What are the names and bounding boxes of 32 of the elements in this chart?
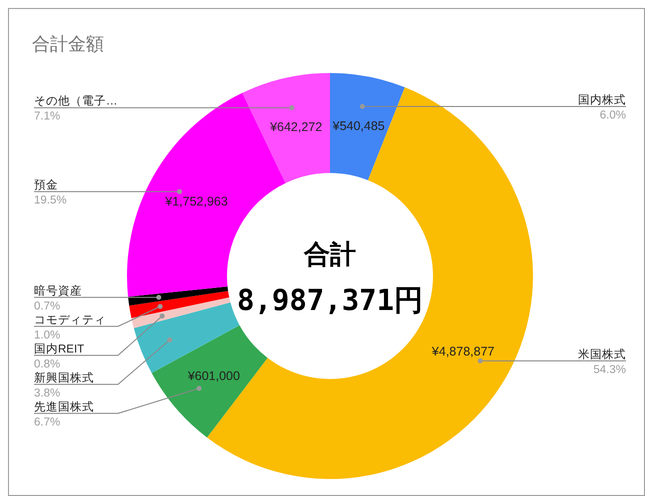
data-label: 6.7%: [34, 416, 60, 428]
data-label: 6.0%: [600, 110, 626, 122]
donut-slice: [330, 73, 405, 180]
slice-label: 暗号資産: [34, 283, 82, 298]
text: ¥601,000: [188, 369, 240, 384]
text: ¥540,485: [332, 119, 385, 134]
donut-slice: [152, 325, 268, 438]
slice-label: 米国株式: [578, 348, 626, 361]
donut-slice: [128, 286, 228, 306]
text: ¥4,878,877: [432, 344, 494, 359]
donut-slice: [129, 291, 230, 318]
slice-label: 新興国株式: [34, 370, 94, 384]
slice-label: 預金: [34, 178, 58, 192]
chart-title: 合計金額: [32, 34, 104, 54]
donut-slice: [242, 73, 330, 184]
slice-label: コモディティ: [34, 314, 106, 326]
data-label: 3.8%: [34, 387, 60, 400]
data-label: 54.3%: [593, 364, 626, 376]
slice-label: 国内株式: [578, 94, 626, 107]
text: ¥1,752,963: [165, 194, 228, 209]
text: ¥642,272: [270, 120, 322, 134]
slice-label: その他（電子…: [34, 94, 118, 108]
text: 合計: [303, 240, 356, 270]
data-label: 7.1%: [34, 110, 60, 123]
data-label: 0.8%: [34, 358, 60, 370]
slice-label: 先進国株式: [34, 400, 94, 414]
slice-label: 国内REIT: [34, 342, 84, 356]
data-label: 0.7%: [34, 300, 60, 312]
data-label: 19.5%: [34, 194, 67, 207]
data-label: 1.0%: [34, 329, 60, 342]
text: 8,987,371円: [236, 283, 424, 318]
donut-slice: [131, 297, 230, 328]
